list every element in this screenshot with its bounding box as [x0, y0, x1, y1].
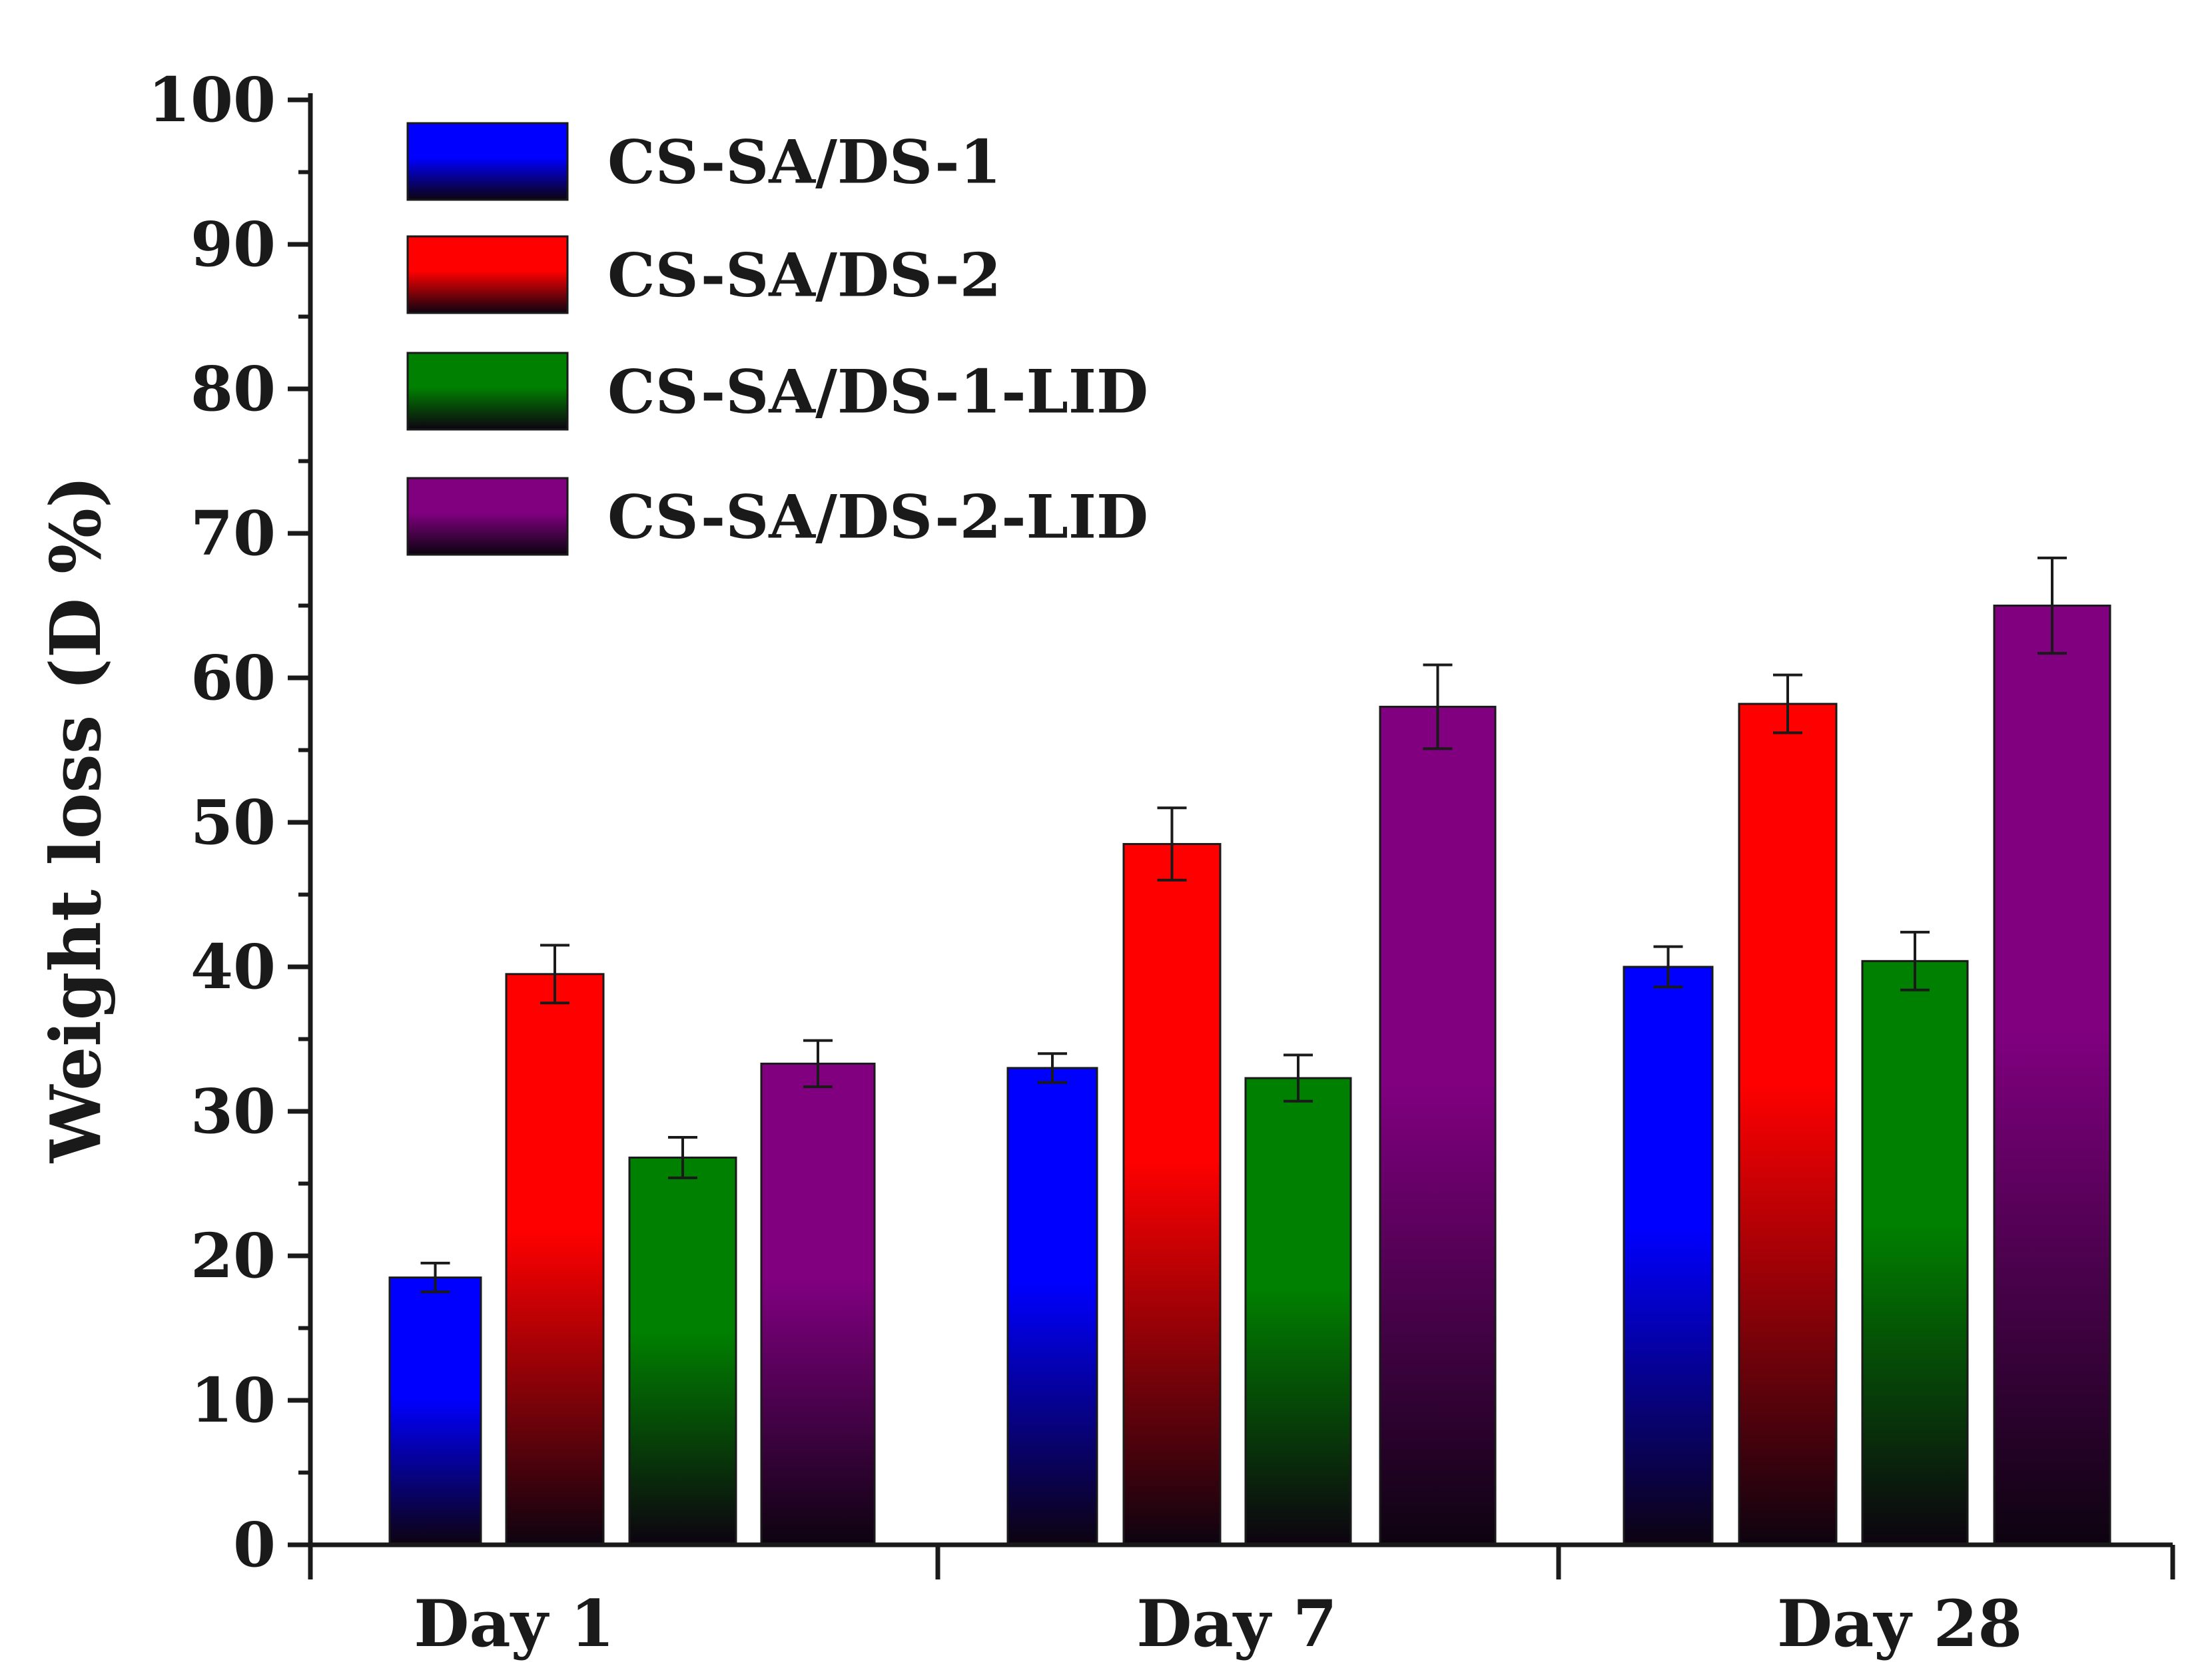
legend-item: CS-SA/DS-2-LID [406, 477, 1148, 556]
axes [308, 93, 2173, 1547]
legend-swatch [406, 477, 569, 556]
y-axis-title: Weight loss (D %) [35, 475, 117, 1163]
error-bar [1900, 930, 1930, 991]
legend-item: CS-SA/DS-1 [406, 122, 1001, 201]
x-ticks: Day 1 Day 7 Day 28 [308, 1545, 2175, 1661]
bar [1379, 705, 1497, 1546]
error-bar [1284, 1053, 1313, 1103]
legend-swatch [406, 235, 569, 314]
bars-layer [388, 605, 2111, 1546]
error-bar [1653, 945, 1683, 989]
y-tick-label: 10 [190, 1364, 276, 1436]
x-category-label: Day 28 [1777, 1586, 2022, 1661]
y-tick-label: 40 [190, 931, 276, 1003]
bar [1006, 1067, 1098, 1546]
y-tick-label: 70 [190, 497, 276, 569]
bar [1244, 1077, 1352, 1546]
y-tick-label: 90 [190, 208, 276, 280]
y-tick-label: 60 [190, 642, 276, 714]
bar [1993, 605, 2111, 1546]
y-tick-label: 20 [190, 1220, 276, 1292]
y-tick-label: 0 [233, 1509, 276, 1581]
error-bar [1038, 1052, 1067, 1084]
error-bar [420, 1261, 450, 1294]
error-bar [540, 944, 569, 1005]
bar [505, 973, 605, 1546]
bar [1861, 960, 1969, 1546]
error-bar [803, 1039, 833, 1089]
y-tick-label: 80 [190, 353, 276, 425]
y-tick-label: 30 [190, 1075, 276, 1147]
y-tick-label: 50 [190, 786, 276, 858]
bar [1738, 702, 1838, 1546]
legend-item: CS-SA/DS-2 [406, 235, 1001, 314]
legend: CS-SA/DS-1 CS-SA/DS-2 CS-SA/DS-1-LID CS-SA/… [406, 122, 1148, 556]
error-bar [1423, 663, 1453, 750]
error-bar [2037, 556, 2067, 655]
legend-item: CS-SA/DS-1-LID [406, 352, 1148, 431]
bar [388, 1276, 482, 1546]
legend-swatch [406, 122, 569, 201]
bar [1623, 966, 1714, 1546]
x-category-label: Day 1 [414, 1586, 614, 1661]
error-bar [1773, 673, 1802, 734]
legend-label: CS-SA/DS-1 [607, 127, 1001, 198]
bar [1122, 843, 1222, 1546]
error-bar [668, 1136, 697, 1179]
y-tick-label: 100 [148, 64, 276, 136]
y-ticks: 0 10 20 30 40 50 60 70 80 90 100 [148, 64, 310, 1581]
error-bar [1157, 806, 1187, 882]
legend-swatch [406, 352, 569, 431]
legend-label: CS-SA/DS-2-LID [607, 482, 1148, 553]
legend-label: CS-SA/DS-2 [607, 240, 1001, 311]
bar [628, 1156, 737, 1546]
error-bars-layer [420, 556, 2067, 1294]
bar [760, 1062, 876, 1546]
x-category-label: Day 7 [1136, 1586, 1337, 1661]
legend-label: CS-SA/DS-1-LID [607, 357, 1148, 427]
